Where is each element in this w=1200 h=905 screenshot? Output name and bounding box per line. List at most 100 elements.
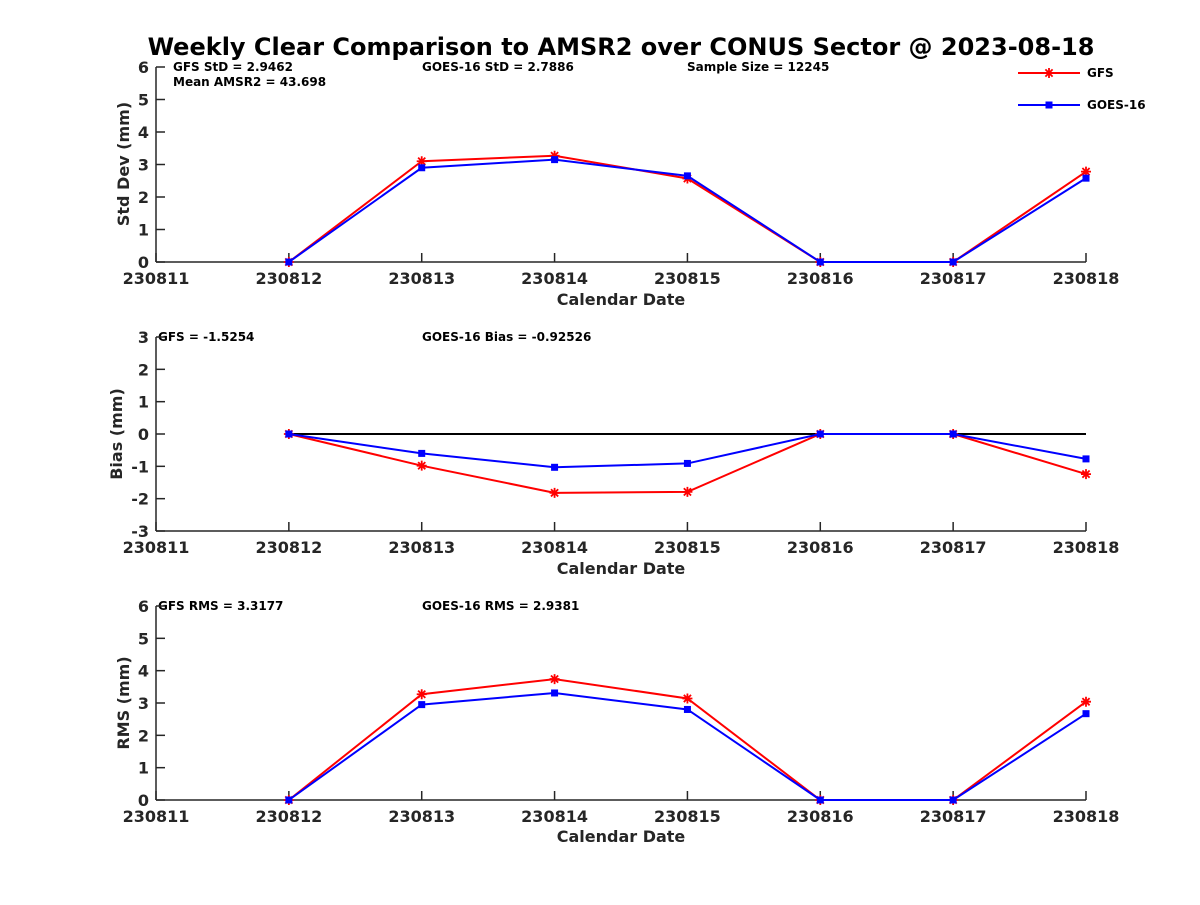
rms-series-goes-16 — [285, 689, 1090, 804]
bias-goes-16-point — [418, 449, 426, 457]
std-x-tick-label: 230815 — [654, 269, 721, 288]
rms-gfs-point — [549, 674, 560, 685]
rms-y-label: RMS (mm) — [114, 656, 133, 749]
rms-goes-16-point — [285, 796, 293, 804]
std-x-tick-label: 230811 — [123, 269, 190, 288]
bias-y-tick-label: -1 — [131, 457, 149, 476]
bias-panel: GFS = -1.5254 GOES-16 Bias = -0.92526 Ca… — [107, 328, 1119, 578]
rms-y-tick-label: 3 — [138, 694, 149, 713]
std-goes-16-point — [551, 156, 559, 164]
gfs-std-annotation: GFS StD = 2.9462 — [173, 60, 293, 74]
std-gfs-point — [549, 150, 560, 161]
rms-goes-16-point — [418, 701, 426, 709]
std-series-goes-16 — [285, 156, 1090, 266]
rms-y-tick-label: 0 — [138, 791, 149, 810]
std-dev-y-label: Std Dev (mm) — [114, 102, 133, 226]
goes-std-annotation: GOES-16 StD = 2.7886 — [422, 60, 574, 74]
bias-goes-16-point — [816, 430, 824, 438]
std-dev-panel: GFS StD = 2.9462 GOES-16 StD = 2.7886 Sa… — [114, 58, 1119, 309]
bias-x-tick-label: 230817 — [920, 538, 987, 557]
rms-x-tick-label: 230817 — [920, 807, 987, 826]
rms-x-tick-label: 230812 — [255, 807, 322, 826]
bias-x-tick-label: 230813 — [388, 538, 455, 557]
legend-marker-gfs — [1044, 68, 1054, 78]
std-y-tick-label: 2 — [138, 188, 149, 207]
std-x-tick-label: 230812 — [255, 269, 322, 288]
bias-y-tick-label: 0 — [138, 425, 149, 444]
bias-y-tick-label: 2 — [138, 360, 149, 379]
bias-x-tick-label: 230814 — [521, 538, 588, 557]
legend-label-goes-16: GOES-16 — [1087, 98, 1146, 112]
goes-rms-annotation: GOES-16 RMS = 2.9381 — [422, 599, 579, 613]
bias-goes-16-point — [949, 430, 957, 438]
std-x-tick-label: 230817 — [920, 269, 987, 288]
std-y-tick-label: 3 — [138, 156, 149, 175]
bias-y-tick-label: -3 — [131, 522, 149, 541]
std-series-gfs — [283, 150, 1091, 267]
rms-x-tick-label: 230816 — [787, 807, 854, 826]
std-y-tick-label: 1 — [138, 221, 149, 240]
bias-x-label: Calendar Date — [557, 559, 686, 578]
rms-x-tick-label: 230813 — [388, 807, 455, 826]
bias-gfs-point — [1081, 469, 1091, 480]
std-goes-16-point — [418, 164, 426, 172]
rms-gfs-point — [1081, 696, 1091, 707]
rms-goes-16-point — [1082, 710, 1090, 718]
bias-y-tick-label: 1 — [138, 393, 149, 412]
rms-goes-16-point — [683, 705, 691, 713]
rms-goes-16-point — [949, 796, 957, 804]
legend: GFS GOES-16 — [1018, 66, 1146, 112]
rms-x-tick-label: 230815 — [654, 807, 721, 826]
rms-x-label: Calendar Date — [557, 827, 686, 846]
std-x-tick-label: 230814 — [521, 269, 588, 288]
bias-x-tick-label: 230816 — [787, 538, 854, 557]
chart-title: Weekly Clear Comparison to AMSR2 over CO… — [148, 33, 1095, 61]
gfs-bias-annotation: GFS = -1.5254 — [158, 330, 254, 344]
std-gfs-point — [1081, 166, 1091, 177]
bias-y-tick-label: -2 — [131, 490, 149, 509]
rms-x-tick-label: 230811 — [123, 807, 190, 826]
rms-gfs-point — [682, 693, 693, 704]
bias-x-tick-label: 230818 — [1053, 538, 1120, 557]
rms-y-tick-label: 4 — [138, 662, 149, 681]
std-goes-16-point — [683, 172, 691, 180]
bias-goes-16-point — [285, 430, 293, 438]
bias-x-tick-label: 230811 — [123, 538, 190, 557]
bias-gfs-point — [549, 487, 560, 498]
rms-x-tick-label: 230818 — [1053, 807, 1120, 826]
std-x-tick-label: 230818 — [1053, 269, 1120, 288]
std-goes-16-point — [285, 258, 293, 266]
gfs-rms-annotation: GFS RMS = 3.3177 — [158, 599, 283, 613]
rms-y-tick-label: 2 — [138, 726, 149, 745]
rms-gfs-point — [416, 689, 427, 700]
bias-x-tick-label: 230812 — [255, 538, 322, 557]
legend-entry-gfs: GFS — [1018, 66, 1114, 80]
bias-x-tick-label: 230815 — [654, 538, 721, 557]
rms-x-tick-label: 230814 — [521, 807, 588, 826]
rms-y-tick-label: 1 — [138, 759, 149, 778]
goes-bias-annotation: GOES-16 Bias = -0.92526 — [422, 330, 591, 344]
std-gfs-line — [288, 154, 1087, 263]
std-goes-16-point — [949, 258, 957, 266]
legend-marker-goes-16 — [1045, 101, 1053, 109]
rms-goes-16-point — [551, 689, 559, 697]
sample-size-annotation: Sample Size = 12245 — [687, 60, 829, 74]
legend-label-gfs: GFS — [1087, 66, 1114, 80]
bias-goes-16-point — [551, 463, 559, 471]
std-y-tick-label: 0 — [138, 253, 149, 272]
rms-series-gfs — [283, 674, 1091, 805]
mean-amsr2-annotation: Mean AMSR2 = 43.698 — [173, 75, 326, 89]
bias-series-goes-16 — [285, 430, 1090, 471]
bias-goes-16-point — [1082, 455, 1090, 463]
legend-entry-goes-16: GOES-16 — [1018, 98, 1146, 112]
std-x-tick-label: 230813 — [388, 269, 455, 288]
bias-y-label: Bias (mm) — [107, 388, 126, 480]
std-y-tick-label: 6 — [138, 58, 149, 77]
bias-y-tick-label: 3 — [138, 328, 149, 347]
bias-goes-16-point — [683, 459, 691, 467]
std-goes-16-point — [1082, 174, 1090, 182]
std-dev-x-label: Calendar Date — [557, 290, 686, 309]
std-y-tick-label: 5 — [138, 91, 149, 110]
